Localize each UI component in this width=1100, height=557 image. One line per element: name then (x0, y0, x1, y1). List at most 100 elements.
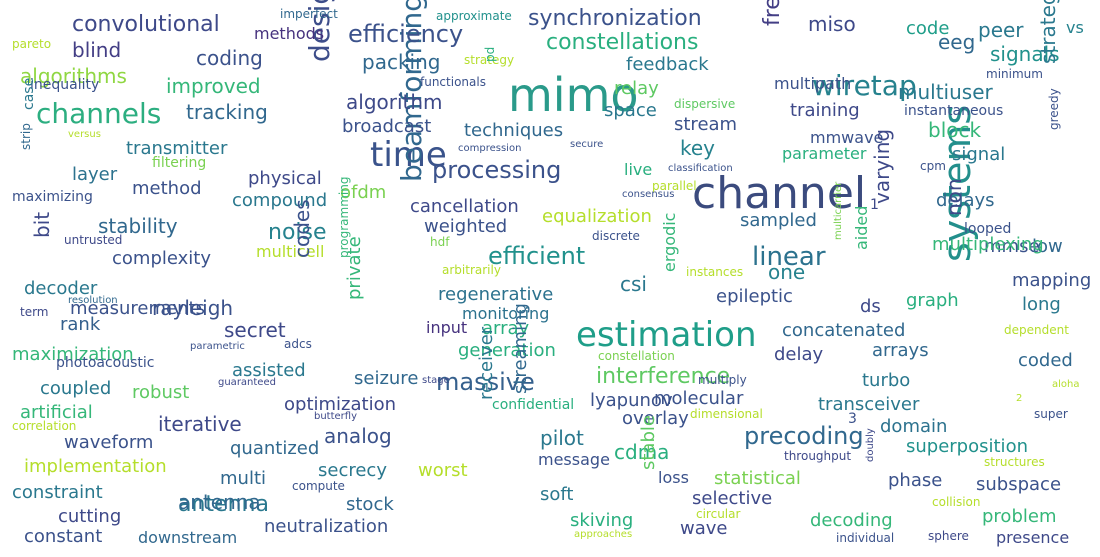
cloud-word: butterfly (314, 411, 358, 422)
cloud-word: long (1022, 294, 1061, 315)
cloud-word: coupled (40, 378, 112, 399)
cloud-word: consensus (622, 189, 675, 200)
cloud-word: channel (692, 168, 867, 219)
cloud-word: term (20, 305, 49, 319)
cloud-word: wave (680, 518, 728, 539)
cloud-word: problem (982, 506, 1057, 527)
cloud-word: multi (220, 468, 267, 489)
cloud-word: guaranteed (218, 377, 276, 388)
cloud-word: efficient (488, 242, 586, 270)
cloud-word: strip (19, 123, 33, 150)
cloud-word: block (928, 118, 982, 142)
cloud-word: massive (436, 368, 535, 396)
cloud-word: pilot (540, 426, 584, 450)
cloud-word: instantaneous (904, 103, 1004, 119)
cloud-word: multiply (698, 373, 747, 387)
cloud-word: codes (290, 199, 314, 258)
cloud-word: tracking (186, 100, 268, 124)
cloud-word: multiplexing (932, 234, 1044, 255)
cloud-word: discrete (592, 229, 640, 243)
cloud-word: precoding (744, 422, 864, 450)
cloud-word: 3 (848, 411, 857, 427)
cloud-word: frequency (760, 0, 785, 26)
cloud-word: strategies (1036, 0, 1060, 64)
cloud-word: linear (752, 242, 826, 272)
cloud-word: concatenated (782, 320, 906, 341)
cloud-word: imperfect (280, 7, 338, 21)
cloud-word: method (132, 178, 202, 199)
cloud-word: compression (458, 143, 522, 154)
cloud-word: training (790, 100, 860, 121)
cloud-word: multiuser (898, 80, 993, 104)
cloud-word: collision (932, 495, 981, 509)
cloud-word: transmitter (126, 138, 228, 159)
cloud-word: array (482, 318, 530, 339)
cloud-word: parametric (190, 341, 245, 352)
cloud-word: subspace (976, 474, 1062, 495)
cloud-word: neutralization (264, 516, 389, 537)
cloud-word: delay (774, 344, 824, 365)
cloud-word: greedy (1047, 88, 1061, 130)
cloud-word: programming (337, 176, 351, 258)
cloud-word: convolutional (72, 12, 220, 37)
cloud-word: pd (483, 46, 497, 62)
cloud-word: signals (990, 42, 1060, 66)
cloud-word: algorithms (20, 64, 127, 88)
cloud-word: antenna (178, 490, 261, 514)
cloud-word: vs (1066, 18, 1084, 37)
cloud-word: decoding (810, 510, 893, 531)
cloud-word: phase (888, 470, 943, 491)
cloud-word: physical (248, 168, 322, 189)
cloud-word: time (370, 135, 447, 175)
cloud-word: doubly (865, 428, 876, 462)
cloud-word: pareto (12, 37, 52, 51)
cloud-word: csi (620, 272, 647, 296)
cloud-word: artificial (20, 402, 93, 423)
cloud-word: input (426, 318, 468, 337)
cloud-word: strategy (464, 53, 515, 67)
cloud-word: interference (596, 364, 731, 389)
cloud-word: secret (224, 318, 286, 342)
cloud-word: analog (324, 424, 392, 448)
cloud-word: estimation (576, 315, 757, 355)
cloud-word: individual (836, 531, 895, 545)
cloud-word: inequality (30, 77, 100, 93)
cloud-word: generation (458, 340, 556, 361)
cloud-word: weighted (424, 216, 508, 237)
cloud-word: superposition (906, 436, 1028, 457)
cloud-word: domain (880, 416, 948, 437)
cloud-word: compound (232, 190, 328, 211)
cloud-word: complexity (112, 248, 211, 269)
cloud-word: broadcast (342, 116, 432, 137)
cloud-word: robust (132, 382, 190, 403)
cloud-word: adcs (284, 337, 312, 351)
cloud-word: soft (540, 484, 574, 505)
cloud-word: dispersive (674, 97, 736, 111)
cloud-word: loss (658, 468, 689, 487)
cloud-word: selective (692, 488, 773, 509)
cloud-word: noise (268, 220, 327, 245)
cloud-word: secure (570, 139, 604, 150)
cloud-word: looped (964, 221, 1012, 237)
cloud-word: seizure (354, 368, 419, 389)
cloud-word: coded (1018, 350, 1073, 371)
cloud-word: 1 (870, 197, 879, 213)
cloud-word: epileptic (716, 286, 793, 307)
cloud-word: correlation (12, 419, 77, 433)
cloud-word: stage (422, 375, 450, 386)
cloud-word: mapping (1012, 270, 1092, 291)
cloud-word: hdf (430, 235, 450, 249)
cloud-word: iterative (158, 412, 242, 436)
cloud-word: presence (996, 528, 1070, 547)
cloud-word: aloha (1052, 379, 1080, 390)
cloud-word: efficiency (348, 20, 464, 48)
cloud-word: ds (860, 296, 881, 317)
cloud-word: waveform (64, 432, 154, 453)
cloud-word: code (906, 18, 950, 39)
cloud-word: structures (984, 455, 1045, 469)
cloud-word: super (1034, 407, 1068, 421)
cloud-word: key (680, 136, 716, 160)
cloud-word: ofdm (340, 182, 387, 203)
cloud-word: lyapunov (590, 390, 673, 411)
